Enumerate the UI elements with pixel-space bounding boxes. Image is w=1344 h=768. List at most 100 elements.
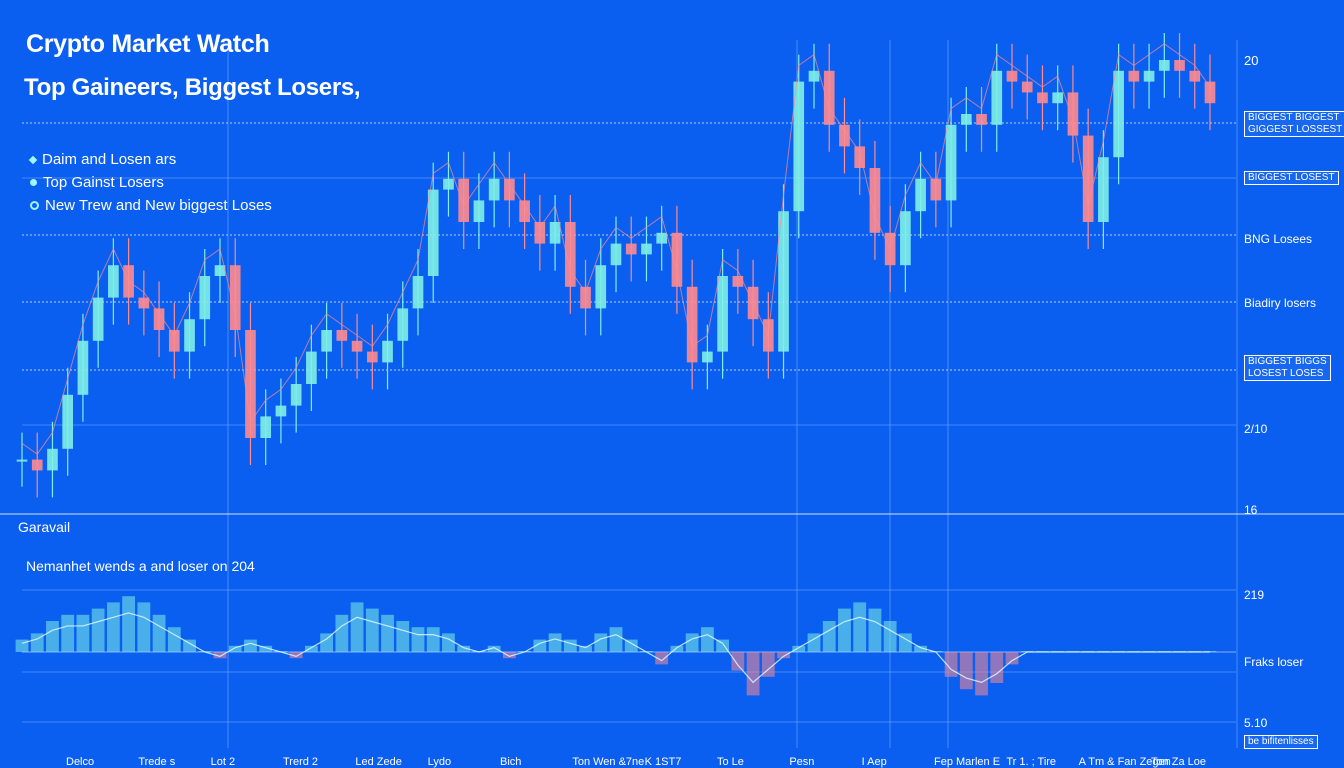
x-axis-label: Lot 2: [210, 756, 236, 768]
candle-body: [641, 243, 652, 255]
volume-bar: [853, 602, 867, 652]
volume-layer: [15, 596, 1217, 696]
candle-body: [960, 114, 972, 125]
legend-item-1[interactable]: Top Gainst Losers: [30, 171, 272, 194]
lower-chart-title: Nemanhet wends a and loser on 204: [26, 558, 255, 574]
volume-bar: [167, 627, 181, 652]
volume-bar: [700, 627, 714, 652]
candle-body: [702, 351, 713, 363]
candle-body: [823, 70, 835, 125]
badge-losest: BIGGEST LOSEST: [1244, 171, 1339, 185]
candle-body: [945, 124, 957, 201]
volume-bar: [91, 608, 105, 652]
candle-body: [443, 178, 454, 190]
volume-bar: [1005, 652, 1019, 665]
volume-bar: [624, 639, 638, 652]
volume-trend-line: [21, 612, 1210, 684]
volume-bar: [381, 614, 394, 652]
candle-body: [153, 308, 165, 330]
legend: Daim and Losen ars Top Gainst Losers New…: [28, 148, 272, 217]
candle-body: [412, 276, 424, 309]
grid-layer: [0, 40, 1344, 748]
volume-bar: [289, 652, 303, 659]
x-axis-label: I Aep: [861, 756, 887, 768]
candle-body: [839, 124, 850, 147]
candle-body: [168, 330, 180, 352]
volume-bar: [122, 596, 136, 652]
candle-body: [366, 351, 378, 363]
candle-body: [732, 276, 744, 287]
volume-bar: [335, 614, 349, 652]
candle-body: [625, 243, 637, 255]
candle-body: [793, 81, 805, 212]
candle-body: [1098, 157, 1109, 222]
volume-bar: [442, 633, 455, 652]
chart-subtitle: Top Gaineers, Biggest Losers,: [24, 74, 361, 101]
volume-bar: [320, 633, 334, 652]
x-axis-label: Ton Wen &7ne: [572, 756, 645, 768]
volume-bar: [411, 627, 425, 652]
candle-body: [869, 168, 881, 233]
candle-body: [595, 265, 607, 309]
chart-title: Crypto Market Watch: [26, 30, 270, 58]
candle-body: [62, 394, 74, 449]
label-losees: BNG Losees: [1244, 232, 1313, 246]
candle-body: [519, 200, 530, 222]
x-axis-label: Fep Marlen E: [934, 756, 1001, 768]
candle-body: [900, 211, 911, 266]
axis-label-top: 20: [1244, 53, 1259, 68]
candlestick-layer: [16, 33, 1216, 498]
volume-bar: [46, 621, 59, 652]
volume-bar: [228, 645, 242, 652]
volume-bar: [152, 614, 166, 652]
candle-body: [31, 459, 43, 471]
volume-bar: [914, 645, 928, 652]
candle-body: [976, 114, 987, 125]
volume-bar: [487, 645, 501, 652]
legend-label: Daim and Losen ars: [42, 151, 177, 168]
x-axis-label: Trede s: [138, 756, 176, 768]
volume-bar: [609, 627, 623, 652]
candle-body: [1052, 92, 1064, 104]
x-axis-label: A Tm & Fan Zegen: [1078, 756, 1171, 768]
candle-body: [214, 265, 226, 276]
candle-body: [16, 459, 28, 462]
legend-item-2[interactable]: New Trew and New biggest Loses: [30, 194, 272, 217]
x-axis-label: Lydo: [427, 756, 452, 768]
candle-body: [488, 178, 500, 201]
candle-body: [854, 146, 866, 168]
volume-bar: [868, 608, 882, 652]
legend-item-0[interactable]: Daim and Losen ars: [28, 148, 272, 171]
candle-body: [610, 243, 622, 266]
candle-body: [671, 232, 683, 287]
volume-bar: [746, 652, 760, 696]
candle-body: [1174, 60, 1185, 71]
trend-line: [21, 43, 1211, 455]
candle-body: [108, 265, 119, 298]
x-axis-label: K 1ST7: [644, 756, 682, 768]
volume-bar: [137, 602, 151, 652]
volume-bar: [183, 639, 196, 652]
candle-body: [1128, 70, 1140, 82]
upper-caption: Garavail: [18, 519, 71, 535]
candle-body: [930, 178, 942, 201]
volume-bar: [213, 652, 227, 659]
volume-bar: [502, 652, 516, 659]
x-axis-label: Tr 1. ; Tire: [1006, 756, 1057, 768]
axis-label-low: 16: [1244, 503, 1258, 517]
candle-body: [534, 222, 546, 244]
candle-body: [138, 297, 150, 309]
volume-bar: [975, 652, 988, 696]
volume-bar: [959, 652, 973, 690]
badge-bottom: be bifitenlisses: [1244, 735, 1318, 749]
candle-body: [1143, 70, 1155, 82]
candle-body: [504, 178, 515, 201]
candle-body: [199, 276, 211, 320]
volume-bar: [670, 645, 684, 652]
badge-biggest: BIGGEST BIGGEST GIGGEST LOSSEST: [1244, 111, 1344, 137]
candle-body: [549, 222, 561, 244]
volume-bar: [822, 621, 836, 652]
ring-icon: [30, 201, 39, 210]
candle-body: [717, 276, 728, 352]
candle-body: [275, 405, 287, 417]
